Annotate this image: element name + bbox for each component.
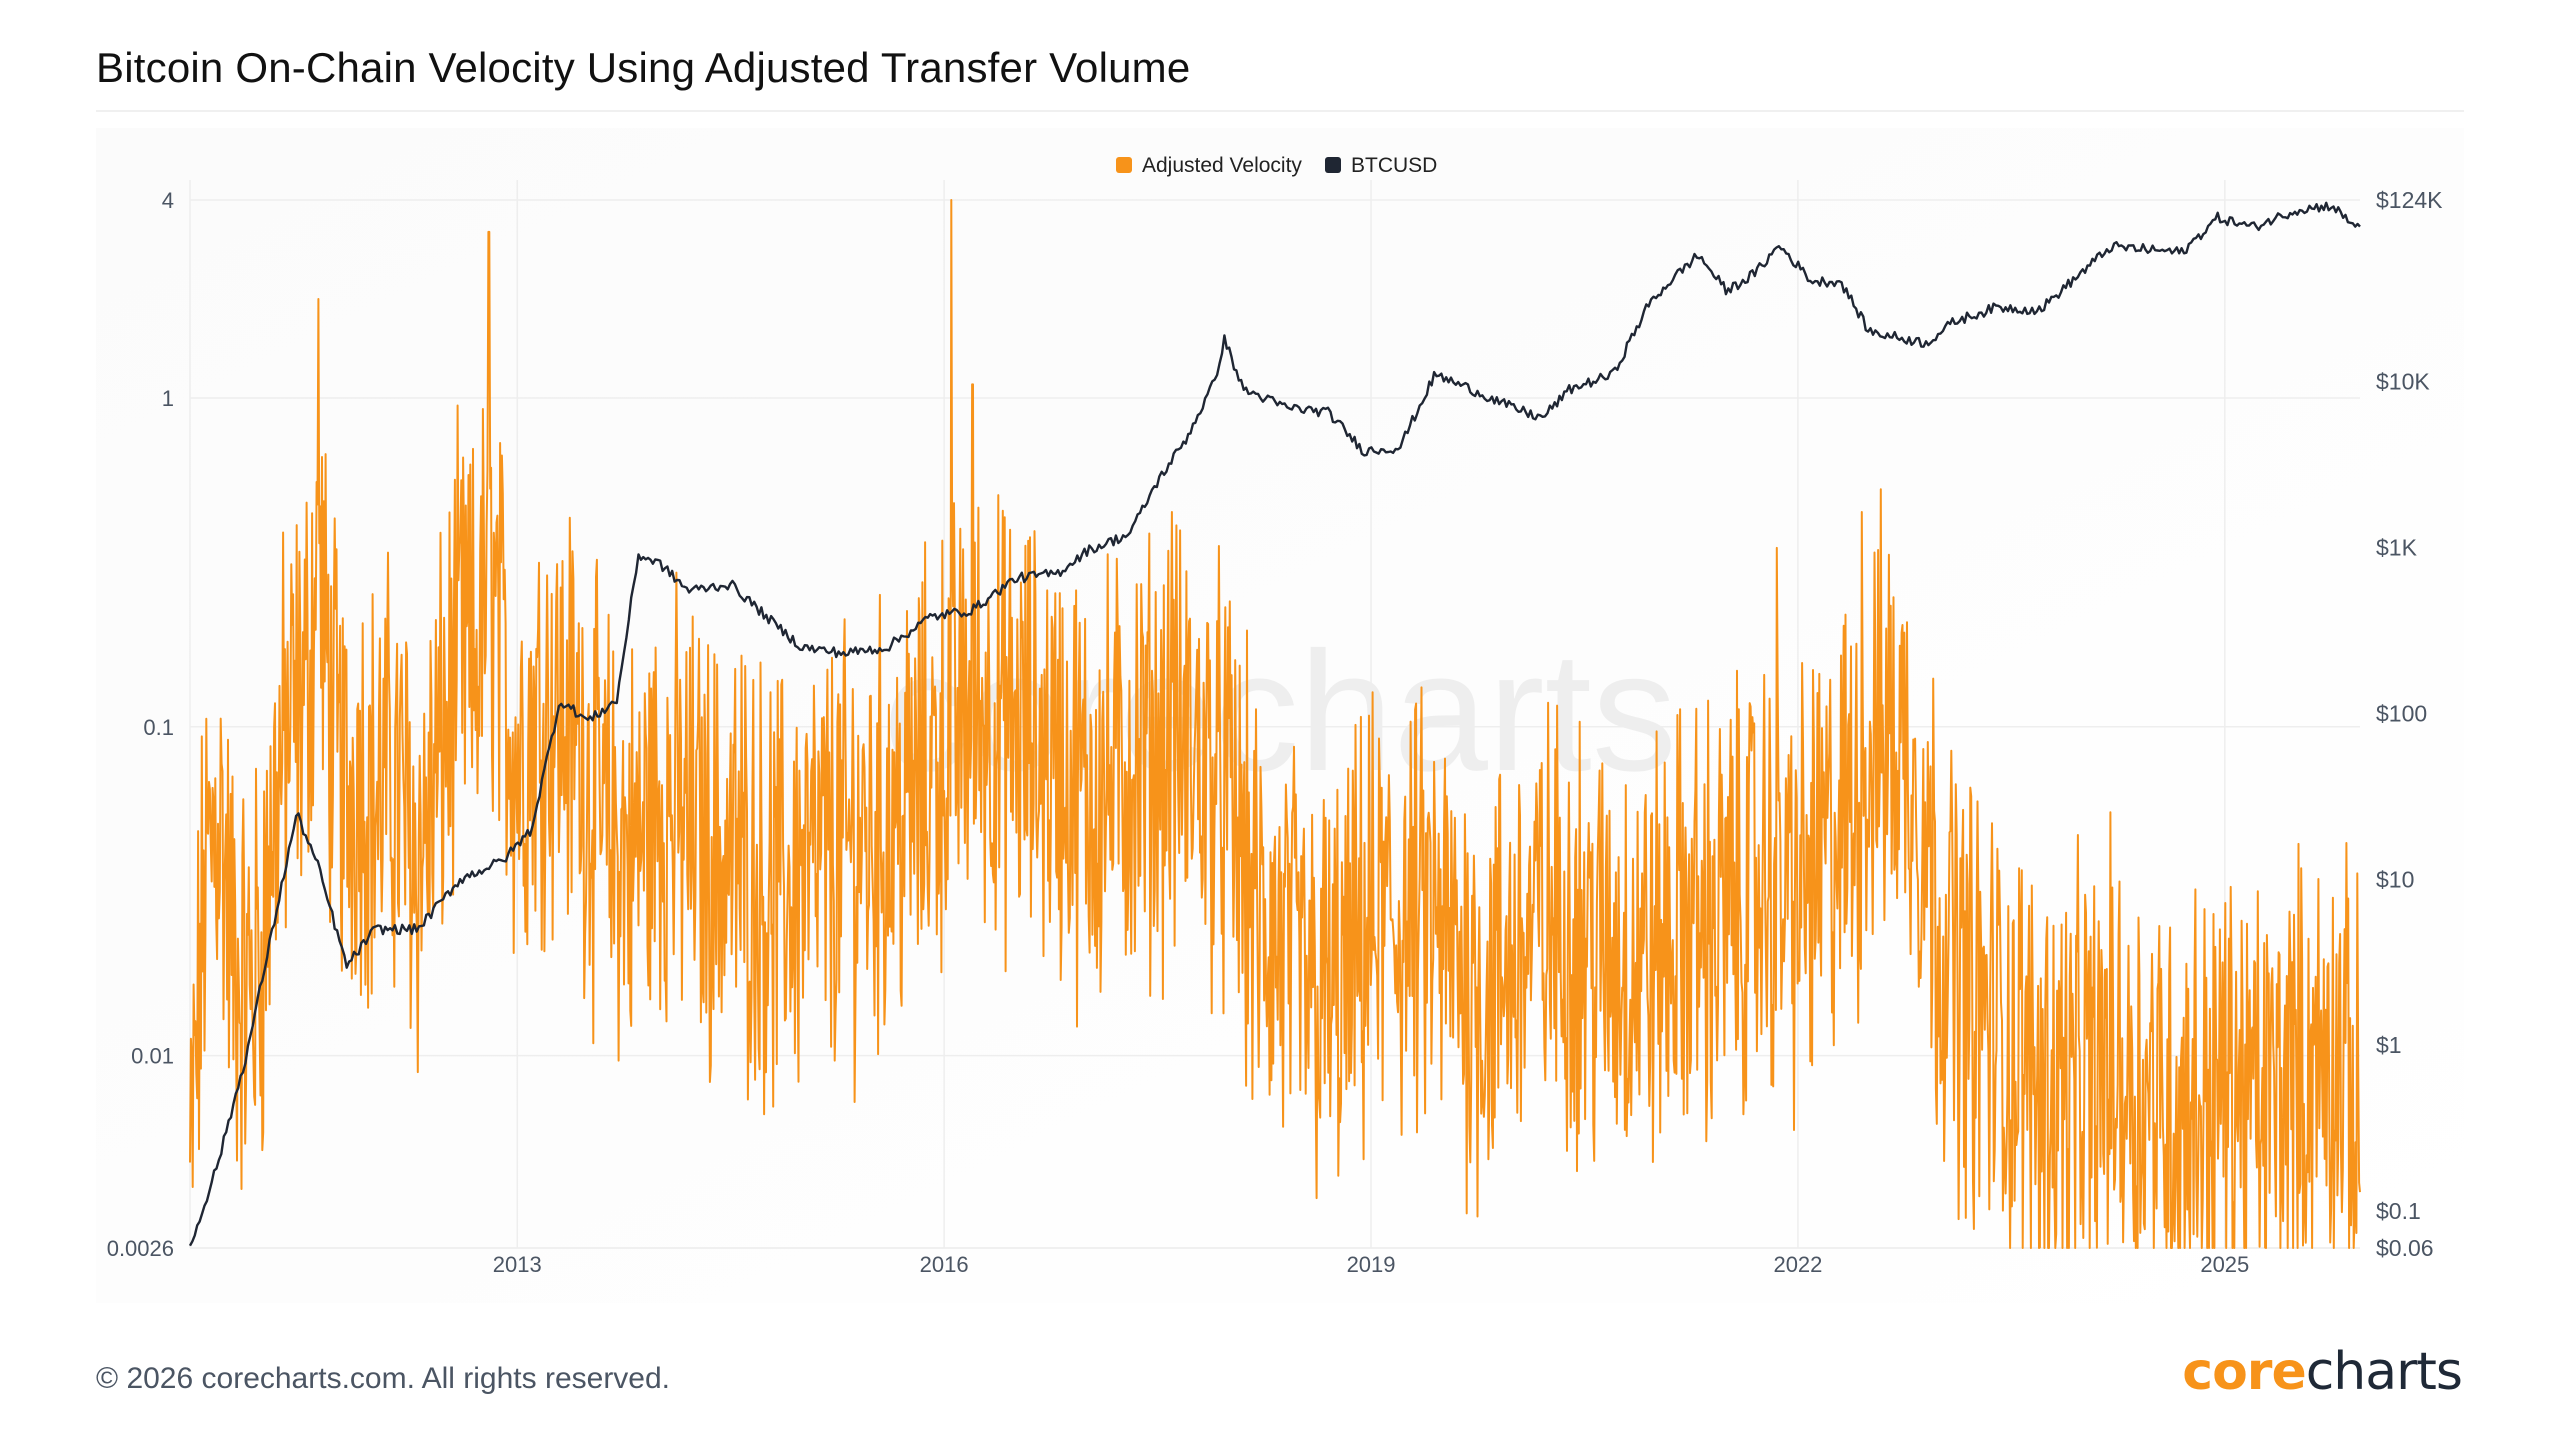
y-right-tick-label: $0.1 bbox=[2376, 1198, 2421, 1224]
y-left-tick-label: 1 bbox=[162, 386, 174, 411]
title-divider bbox=[96, 110, 2464, 112]
grid-lines bbox=[189, 180, 2360, 1249]
legend-label-velocity[interactable]: Adjusted Velocity bbox=[1142, 154, 1302, 177]
y-left-tick-label: 0.0026 bbox=[107, 1236, 174, 1261]
velocity-series bbox=[189, 199, 2361, 1249]
y-right-tick-label: $0.06 bbox=[2376, 1235, 2434, 1261]
chart-title: Bitcoin On-Chain Velocity Using Adjusted… bbox=[96, 44, 1191, 91]
x-tick-label: 2019 bbox=[1347, 1252, 1396, 1277]
legend-label-btcusd[interactable]: BTCUSD bbox=[1351, 154, 1437, 177]
y-right-tick-label: $1 bbox=[2376, 1032, 2402, 1058]
legend-swatch-btcusd[interactable] bbox=[1325, 157, 1341, 173]
legend-swatch-velocity[interactable] bbox=[1116, 157, 1132, 173]
y-right-tick-label: $10K bbox=[2376, 368, 2430, 394]
y-right-tick-label: $10 bbox=[2376, 866, 2414, 892]
y-right-tick-label: $1K bbox=[2376, 534, 2418, 560]
axes: 4 1 0.1 0.01 0.0026 $124K $10K $1K $100 $10 $1 $0.1… bbox=[107, 187, 2443, 1277]
brand-charts: charts bbox=[2305, 1342, 2463, 1402]
x-tick-label: 2013 bbox=[493, 1252, 542, 1277]
velocity-line bbox=[189, 199, 2361, 1249]
y-right-tick-label: $124K bbox=[2376, 187, 2443, 213]
brand-logo[interactable]: corecharts bbox=[2182, 1342, 2463, 1402]
x-tick-label: 2016 bbox=[920, 1252, 969, 1277]
x-tick-label: 2025 bbox=[2200, 1252, 2249, 1277]
y-left-tick-label: 0.1 bbox=[143, 715, 174, 740]
y-right-tick-label: $100 bbox=[2376, 700, 2427, 726]
btcusd-line bbox=[188, 201, 2361, 1247]
brand-core: core bbox=[2182, 1342, 2306, 1402]
copyright-footer: © 2026 corecharts.com. All rights reserv… bbox=[96, 1362, 671, 1395]
x-tick-label: 2022 bbox=[1773, 1252, 1822, 1277]
btcusd-series bbox=[188, 201, 2361, 1247]
y-left-tick-label: 4 bbox=[162, 188, 174, 213]
y-left-tick-label: 0.01 bbox=[131, 1044, 174, 1069]
legend: Adjusted Velocity BTCUSD bbox=[1116, 154, 1437, 177]
